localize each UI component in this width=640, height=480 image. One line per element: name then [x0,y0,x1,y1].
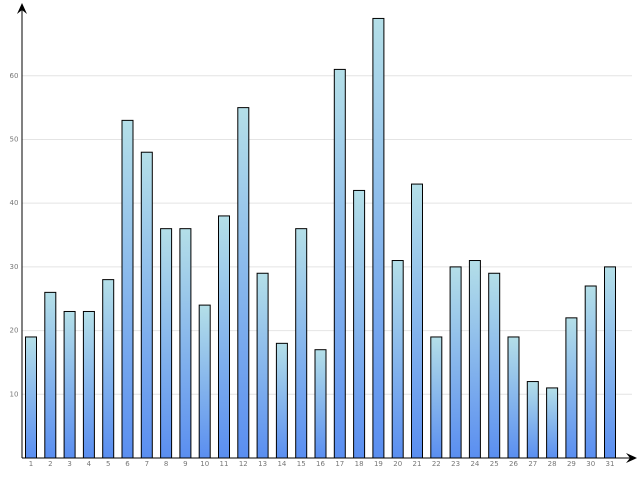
x-tick-label: 24 [470,460,479,468]
bar [507,336,520,459]
y-tick-label: 10 [10,390,19,398]
x-tick-label: 6 [125,460,130,468]
y-tick-label: 40 [10,199,19,207]
y-tick-label: 30 [10,263,19,271]
bar [121,119,134,459]
x-tick-label: 26 [509,460,518,468]
bar [430,336,443,459]
x-tick-label: 7 [145,460,149,468]
x-tick-label: 29 [567,460,576,468]
x-tick-label: 28 [548,460,557,468]
x-tick-label: 31 [606,460,615,468]
bar [256,272,269,459]
x-tick-label: 18 [355,460,364,468]
x-tick-label: 16 [316,460,325,468]
bar [411,183,423,459]
x-tick-label: 13 [258,460,267,468]
bar [372,17,385,459]
bar [198,304,211,459]
y-tick-label: 20 [10,327,19,335]
x-tick-label: 5 [106,460,110,468]
bar [140,151,153,459]
x-tick-label: 2 [48,460,52,468]
y-tick-label: 50 [10,135,19,143]
x-tick-label: 10 [200,460,209,468]
bar [565,317,578,459]
bar [295,228,308,459]
bars [25,17,616,459]
bar [237,107,250,459]
bar [604,266,616,459]
bar [63,310,76,459]
x-tick-label: 27 [528,460,537,468]
x-tick-label: 14 [277,460,286,468]
x-tick-label: 19 [374,460,383,468]
bar [44,291,57,459]
bar [275,342,288,459]
x-axis-arrow [626,453,637,463]
y-tick-label: 60 [10,72,19,80]
bar [102,279,115,459]
bar [468,260,481,459]
bar [82,310,95,459]
x-tick-label: 25 [490,460,499,468]
x-tick-label: 23 [451,460,460,468]
x-tick-label: 9 [183,460,187,468]
x-tick-label: 21 [413,460,422,468]
x-tick-label: 30 [586,460,595,468]
bar [353,189,366,459]
x-tick-label: 20 [393,460,402,468]
bar [160,228,173,459]
x-tick-label: 8 [164,460,168,468]
bar [584,285,597,459]
bar [179,228,192,459]
bar [526,381,539,459]
y-axis-arrow [17,3,27,14]
x-tick-label: 12 [239,460,248,468]
bar [488,272,501,459]
x-tick-label: 3 [67,460,71,468]
x-tick-label: 4 [87,460,92,468]
bar [314,349,327,459]
bar [218,215,230,459]
bar [449,266,462,459]
x-tick-label: 17 [335,460,344,468]
bar [391,260,404,459]
x-tick-label: 11 [220,460,229,468]
x-tick-label: 22 [432,460,441,468]
x-tick-label: 1 [29,460,33,468]
bar [25,336,37,459]
bar [546,387,559,459]
bar [333,68,346,459]
x-tick-label: 15 [297,460,306,468]
